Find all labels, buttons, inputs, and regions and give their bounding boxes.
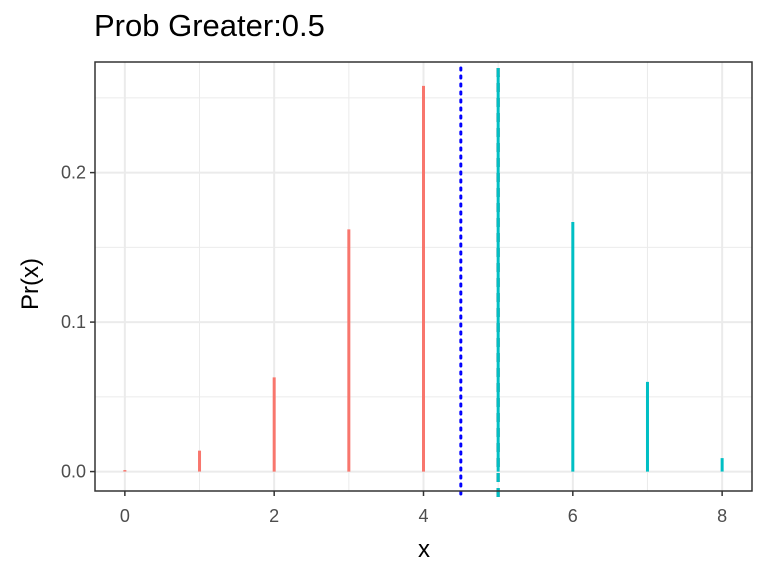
y-tick-label: 0.0	[61, 462, 86, 482]
x-tick-label: 2	[269, 506, 279, 526]
y-tick-label: 0.1	[61, 312, 86, 332]
x-tick-label: 8	[717, 506, 727, 526]
reference-lines	[459, 66, 500, 499]
y-axis-ticks: 0.0 0.1 0.2	[61, 163, 95, 482]
x-tick-label: 0	[120, 506, 130, 526]
x-tick-label: 6	[568, 506, 578, 526]
y-axis-title: Pr(x)	[17, 258, 44, 310]
x-axis-ticks: 0 2 4 6 8	[120, 491, 727, 526]
chart-title: Prob Greater:0.5	[94, 8, 325, 43]
y-tick-label: 0.2	[61, 163, 86, 183]
x-tick-label: 4	[418, 506, 428, 526]
x-axis-title: x	[418, 536, 430, 563]
